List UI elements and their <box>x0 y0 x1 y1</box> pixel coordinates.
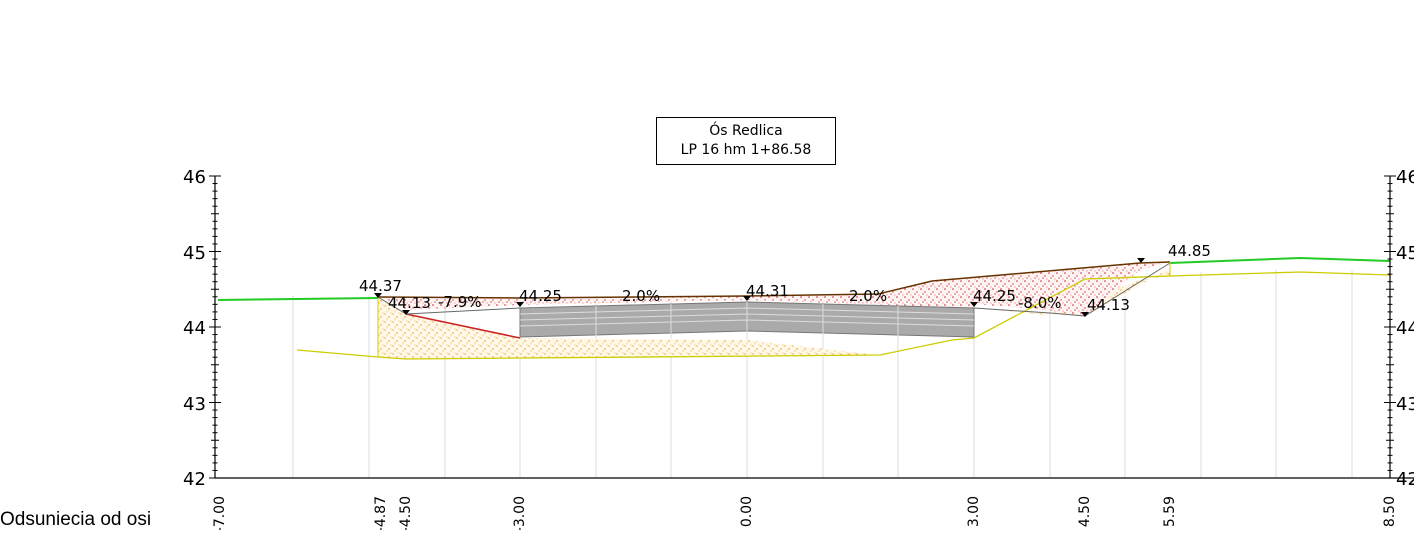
slope-label: 2.0% <box>849 287 887 305</box>
y-tick-label: 42 <box>183 469 206 490</box>
embankment-top-line <box>377 261 1171 299</box>
elevation-marker <box>970 302 978 307</box>
cut-slope-line <box>405 313 521 339</box>
y-tick-label: 44 <box>183 318 206 339</box>
y-tick-label: 43 <box>183 394 206 415</box>
elevation-label: 44.37 <box>359 277 402 295</box>
title-line-2: LP 16 hm 1+86.58 <box>680 142 812 158</box>
elevation-label: 44.25 <box>519 287 562 305</box>
elevation-label: 44.13 <box>388 294 431 312</box>
offset-label: 3.00 <box>966 496 982 527</box>
elevation-marker <box>1137 258 1145 263</box>
offset-label: 0.00 <box>739 496 755 527</box>
fill-left <box>378 297 520 359</box>
y-tick-label-right: 44 <box>1396 318 1414 339</box>
terrain-line-right <box>1169 256 1391 264</box>
elevation-marker <box>516 302 524 307</box>
offset-label: 8.50 <box>1382 496 1398 527</box>
terrain-line-left <box>217 297 379 301</box>
pavement-layer-lines <box>519 302 975 336</box>
elevation-markers <box>374 258 1145 317</box>
title-line-1: Ós Redlica <box>709 123 783 139</box>
elevation-label: 44.85 <box>1168 242 1211 260</box>
y-ticks <box>209 175 1396 479</box>
offset-label: -4.87 <box>373 496 389 530</box>
offset-label: 5.59 <box>1162 496 1178 527</box>
y-tick-label-right: 45 <box>1396 243 1414 264</box>
y-tick-label: 46 <box>183 167 206 188</box>
subgrade-line <box>296 271 1391 360</box>
elevation-marker <box>374 293 382 298</box>
y-tick-label-right: 43 <box>1396 394 1414 415</box>
elevation-marker <box>743 296 751 301</box>
elevation-label: 44.31 <box>746 282 789 300</box>
elevation-label: 44.25 <box>973 287 1016 305</box>
y-tick-label-right: 46 <box>1396 167 1414 188</box>
y-tick-label-right: 42 <box>1396 469 1414 490</box>
slope-label: -8.0% <box>1018 294 1062 312</box>
y-tick-label: 45 <box>183 243 206 264</box>
elevation-label: 44.13 <box>1087 296 1130 314</box>
offset-label: -3.00 <box>512 496 528 530</box>
offsets-row-label: Odsuniecia od osi <box>0 509 152 530</box>
offset-label: -4.50 <box>398 496 414 530</box>
title-box: Ós Redlica LP 16 hm 1+86.58 <box>656 117 836 165</box>
slope-label: -7.9% <box>438 293 482 311</box>
offset-label: -7.00 <box>212 496 228 530</box>
offset-label: 4.50 <box>1077 496 1093 527</box>
elevation-marker <box>402 310 410 315</box>
slope-label: 2.0% <box>622 287 660 305</box>
elevation-marker <box>1081 312 1089 317</box>
right-ditch-line <box>973 262 1171 317</box>
